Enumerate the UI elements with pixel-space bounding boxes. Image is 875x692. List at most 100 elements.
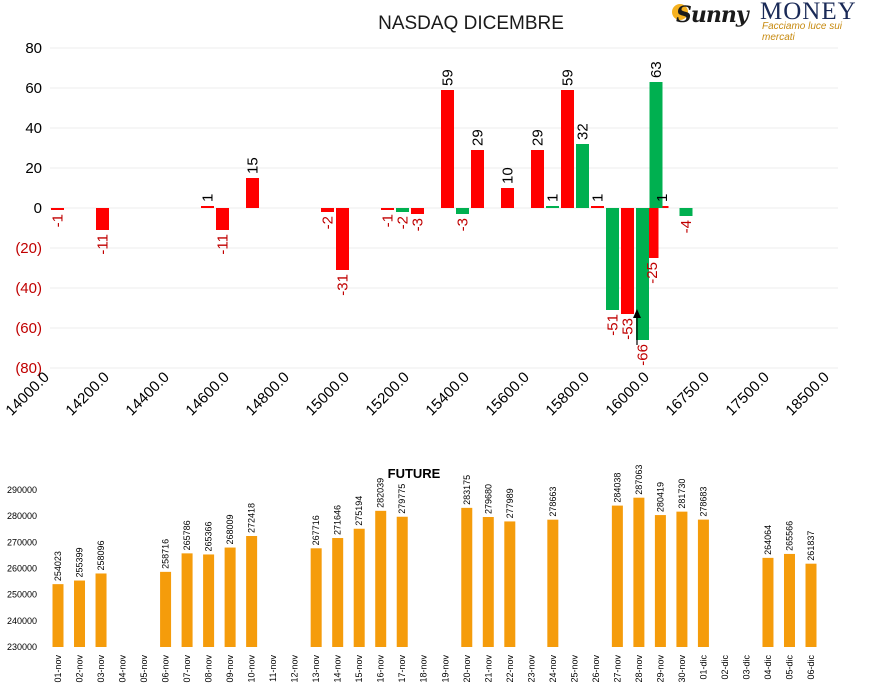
bottom-bar — [611, 505, 623, 647]
top-ytick-label: (80) — [15, 360, 42, 377]
top-bar-value-label: -2 — [395, 216, 412, 229]
bottom-bar-value-label: 271646 — [333, 505, 343, 535]
top-ytick-label: (40) — [15, 280, 42, 297]
top-bar — [441, 90, 454, 208]
bottom-chart-title: FUTURE — [388, 466, 441, 481]
top-bar-value-label: 63 — [648, 61, 665, 78]
bottom-xtick-label: 04-nov — [118, 655, 128, 683]
bottom-bar-value-label: 284038 — [612, 473, 622, 503]
bottom-xtick-label: 06-dic — [806, 655, 816, 680]
bottom-bar-value-label: 254023 — [53, 551, 63, 581]
top-xtick-label: 14400.0 — [122, 369, 172, 419]
bottom-ytick-label: 290000 — [7, 485, 37, 495]
bottom-xtick-label: 02-nov — [75, 655, 85, 683]
bottom-bar-value-label: 280419 — [655, 482, 665, 512]
sunny-money-logo: Sunny MONEY Facciamo luce sui mercati — [672, 0, 872, 43]
top-bar-value-label: 59 — [560, 69, 577, 86]
top-xtick-label: 15400.0 — [422, 369, 472, 419]
bottom-xtick-label: 25-nov — [569, 655, 579, 683]
top-xtick-label: 14600.0 — [182, 369, 232, 419]
bottom-bar-value-label: 278663 — [548, 487, 558, 517]
bottom-bar-value-label: 255399 — [75, 547, 85, 577]
top-bar-value-label: -25 — [644, 262, 661, 284]
bottom-xtick-label: 30-nov — [677, 655, 687, 683]
bottom-xtick-label: 27-nov — [612, 655, 622, 683]
bottom-xtick-label: 10-nov — [247, 655, 257, 683]
bottom-xtick-label: 18-nov — [419, 655, 429, 683]
top-bar — [411, 208, 424, 214]
top-bar — [606, 208, 619, 310]
top-xtick-label: 16750.0 — [662, 369, 712, 419]
bottom-xtick-label: 16-nov — [376, 655, 386, 683]
bottom-bar-value-label: 261837 — [806, 531, 816, 561]
bottom-bar — [676, 511, 688, 647]
top-bar-value-label: 29 — [470, 129, 487, 146]
top-bar — [501, 188, 514, 208]
top-bar — [456, 208, 469, 214]
bottom-xtick-label: 08-nov — [204, 655, 214, 683]
bottom-bar — [633, 497, 645, 647]
top-bar — [321, 208, 334, 212]
top-bar — [201, 206, 214, 208]
bottom-xtick-label: 28-nov — [634, 655, 644, 683]
bottom-bar — [332, 538, 344, 647]
bottom-xtick-label: 03-nov — [96, 655, 106, 683]
bottom-bar-value-label: 283175 — [462, 475, 472, 505]
bottom-bar-value-label: 279680 — [483, 484, 493, 514]
annotation-arrow-head — [633, 309, 641, 318]
bottom-bar — [74, 580, 86, 647]
bottom-xtick-label: 05-nov — [139, 655, 149, 683]
bottom-xtick-label: 11-nov — [268, 655, 278, 682]
bottom-xtick-label: 06-nov — [161, 655, 171, 683]
bottom-bar — [181, 553, 193, 647]
bottom-xtick-label: 26-nov — [591, 655, 601, 683]
bottom-xtick-label: 13-nov — [311, 655, 321, 683]
top-bar — [679, 208, 693, 216]
top-ytick-label: 40 — [25, 120, 42, 137]
top-xtick-label: 16000.0 — [602, 369, 652, 419]
top-bar — [246, 178, 259, 208]
bottom-bar — [310, 548, 322, 647]
bottom-bar — [783, 553, 795, 647]
bottom-xtick-label: 05-dic — [784, 655, 794, 680]
top-ytick-label: 0 — [34, 200, 42, 217]
bottom-bar-value-label: 272418 — [247, 503, 257, 533]
bottom-xtick-label: 24-nov — [548, 655, 558, 683]
bottom-bar — [160, 571, 172, 647]
top-bar — [636, 208, 649, 340]
top-xtick-label: 17500.0 — [722, 369, 772, 419]
top-ytick-label: (60) — [15, 320, 42, 337]
logo-sunny-text: Sunny — [676, 2, 749, 28]
bottom-xtick-label: 02-dic — [720, 655, 730, 680]
top-bar — [396, 208, 409, 212]
top-bar — [96, 208, 109, 230]
bottom-bar-value-label: 287063 — [634, 465, 644, 495]
bottom-xtick-label: 29-nov — [655, 655, 665, 683]
bottom-bar-value-label: 258096 — [96, 540, 106, 570]
top-bar-value-label: -11 — [215, 234, 232, 255]
bottom-ytick-label: 270000 — [7, 537, 37, 547]
top-bar-value-label: -3 — [410, 218, 427, 231]
top-xtick-label: 15800.0 — [542, 369, 592, 419]
sun-icon — [672, 4, 688, 20]
bottom-xtick-label: 23-nov — [526, 655, 536, 683]
bottom-bar — [396, 516, 408, 647]
top-xtick-label: 18500.0 — [782, 369, 832, 419]
bottom-bar — [697, 519, 709, 647]
top-xtick-label: 15200.0 — [362, 369, 412, 419]
bottom-bar — [482, 517, 494, 647]
top-bar-value-label: 1 — [590, 194, 607, 202]
bottom-xtick-label: 14-nov — [333, 655, 343, 683]
top-bar-value-label: -31 — [335, 274, 352, 296]
bottom-bar — [375, 510, 387, 647]
top-bar-value-label: 1 — [545, 194, 562, 202]
top-bar — [51, 208, 64, 210]
bottom-ytick-label: 230000 — [7, 642, 37, 652]
top-bar-value-label: -1 — [50, 214, 67, 227]
top-ytick-label: 80 — [25, 40, 42, 57]
bottom-bar-value-label: 277989 — [505, 488, 515, 518]
top-bar-value-label: -3 — [455, 218, 472, 231]
top-bar-value-label: -51 — [605, 314, 622, 336]
top-bar — [561, 90, 574, 208]
bottom-ytick-label: 250000 — [7, 590, 37, 600]
